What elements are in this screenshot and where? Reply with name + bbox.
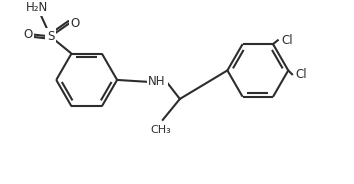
Text: Cl: Cl [281, 34, 293, 47]
Text: O: O [23, 28, 32, 41]
Text: O: O [71, 17, 80, 30]
Text: H₂N: H₂N [26, 1, 48, 14]
Text: CH₃: CH₃ [150, 125, 171, 135]
Text: S: S [47, 30, 54, 43]
Text: Cl: Cl [295, 68, 307, 81]
Text: NH: NH [148, 75, 166, 88]
